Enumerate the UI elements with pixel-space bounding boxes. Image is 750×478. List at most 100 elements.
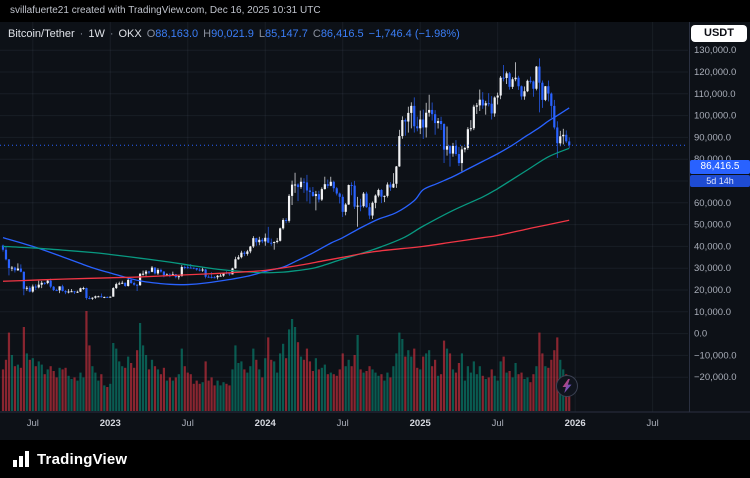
attribution-bar: svillafuerte21 created with TradingView.… — [0, 0, 750, 22]
price-axis-label: 0.0 — [694, 329, 707, 340]
volume-bar — [556, 337, 559, 411]
volume-bar — [407, 350, 410, 411]
candle-body — [103, 296, 106, 298]
price-axis-label: 50,000.0 — [694, 220, 731, 231]
volume-bar — [353, 355, 356, 411]
candle-body — [153, 267, 157, 274]
volume-bar — [109, 383, 112, 411]
price-axis-label: 20,000.0 — [694, 285, 731, 296]
candle-body — [439, 121, 443, 125]
volume-bar — [392, 366, 395, 411]
volume-bar — [76, 380, 79, 411]
candle-body — [124, 282, 127, 286]
volume-bar — [141, 345, 145, 411]
time-axis[interactable]: Jul 2023 Jul 2024 Jul 2025 Jul 2026 Jul — [27, 418, 659, 429]
volume-bar — [183, 366, 186, 411]
chart-area: 130,000.0 120,000.0 110,000.0 100,000.0 90,0… — [0, 22, 750, 440]
candle-body — [481, 99, 484, 106]
candle-body — [162, 271, 166, 276]
price-axis-label: 90,000.0 — [694, 132, 731, 143]
candle-body — [392, 183, 395, 188]
chart-canvas[interactable]: 130,000.0 120,000.0 110,000.0 100,000.0 90,0… — [0, 22, 750, 440]
candle-body — [302, 181, 306, 183]
volume-bar — [299, 356, 303, 411]
volume-bar — [10, 355, 14, 411]
candle-body — [565, 134, 568, 142]
interval-label[interactable]: 1W — [88, 28, 105, 40]
volume-bar — [171, 380, 174, 411]
candle-body — [37, 284, 40, 288]
volume-bar — [249, 366, 252, 411]
volume-bar — [61, 369, 64, 411]
volume-bar — [490, 369, 493, 411]
volume-bar — [19, 367, 22, 411]
candle-body — [136, 284, 139, 286]
volume-bar — [428, 350, 431, 411]
candle-body — [368, 207, 371, 216]
candle-body — [425, 112, 428, 128]
candle-body — [398, 136, 401, 167]
volume-bar — [535, 366, 538, 411]
candle-body — [180, 267, 183, 277]
candle-body — [216, 275, 219, 278]
price-axis[interactable]: 130,000.0 120,000.0 110,000.0 100,000.0 90,0… — [694, 45, 737, 383]
volume-bar — [538, 332, 541, 411]
volume-bar — [219, 385, 222, 411]
symbol-title[interactable]: Bitcoin/Tether — [8, 28, 75, 40]
candle-body — [201, 269, 204, 271]
volume-bar — [168, 377, 171, 411]
time-axis-label: Jul — [27, 418, 39, 429]
attribution-text: svillafuerte21 created with TradingView.… — [10, 5, 321, 16]
candle-body — [156, 269, 160, 274]
candle-body — [73, 291, 76, 293]
volume-bar — [320, 367, 323, 411]
candle-body — [34, 286, 37, 288]
volume-bar — [210, 377, 213, 411]
candle-body — [413, 105, 416, 127]
candle-body — [436, 121, 440, 124]
candle-body — [150, 267, 154, 272]
lightning-stamp-icon — [556, 375, 578, 397]
volume-bar — [508, 371, 511, 411]
candle-body — [183, 267, 186, 269]
candle-body — [529, 80, 532, 82]
volume-bar — [466, 366, 469, 411]
candle-body — [261, 239, 264, 242]
volume-bar — [308, 361, 312, 411]
candle-body — [499, 77, 502, 96]
tradingview-logo[interactable]: TradingView — [37, 450, 128, 468]
price-axis-label: 130,000.0 — [694, 45, 736, 56]
candle-body — [454, 145, 458, 155]
volume-bar — [201, 382, 204, 411]
candle-body — [94, 296, 97, 298]
candle-body — [282, 219, 285, 229]
candle-body — [246, 251, 249, 254]
ma-slow-line — [2, 219, 570, 282]
volume-bar — [389, 377, 392, 411]
candle-body — [159, 269, 163, 272]
currency-toggle-button[interactable]: USDT — [691, 25, 747, 42]
volume-bar — [547, 367, 550, 411]
volume-bar — [386, 372, 389, 411]
time-axis-label: Jul — [647, 418, 659, 429]
candle-body — [451, 145, 455, 154]
legend-separator: · — [79, 28, 84, 40]
price-axis-label: 120,000.0 — [694, 67, 736, 78]
volume-bar — [317, 369, 320, 411]
volume-bar — [237, 363, 240, 411]
candle-body — [16, 268, 19, 271]
exchange-label[interactable]: OKX — [118, 28, 142, 40]
candle-body — [353, 185, 356, 207]
candle-body — [100, 296, 103, 298]
volume-bar — [296, 342, 300, 411]
candle-body — [279, 228, 282, 241]
candle-body — [115, 284, 118, 289]
volume-bar — [344, 366, 347, 411]
volume-bar — [43, 374, 46, 411]
volume-bar — [520, 372, 523, 411]
candle-body — [219, 275, 222, 277]
candle-body — [532, 81, 535, 89]
candle-body — [165, 274, 168, 276]
volume-bar — [472, 361, 475, 411]
